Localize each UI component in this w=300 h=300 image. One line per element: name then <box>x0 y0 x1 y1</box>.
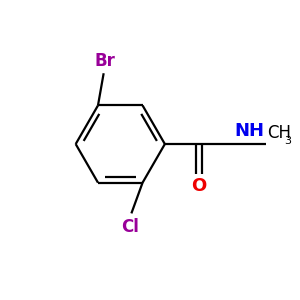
Text: NH: NH <box>235 122 265 140</box>
Text: Cl: Cl <box>121 218 139 236</box>
Text: CH: CH <box>267 124 291 142</box>
Text: Br: Br <box>95 52 116 70</box>
Text: 3: 3 <box>284 136 291 146</box>
Text: O: O <box>191 177 207 195</box>
